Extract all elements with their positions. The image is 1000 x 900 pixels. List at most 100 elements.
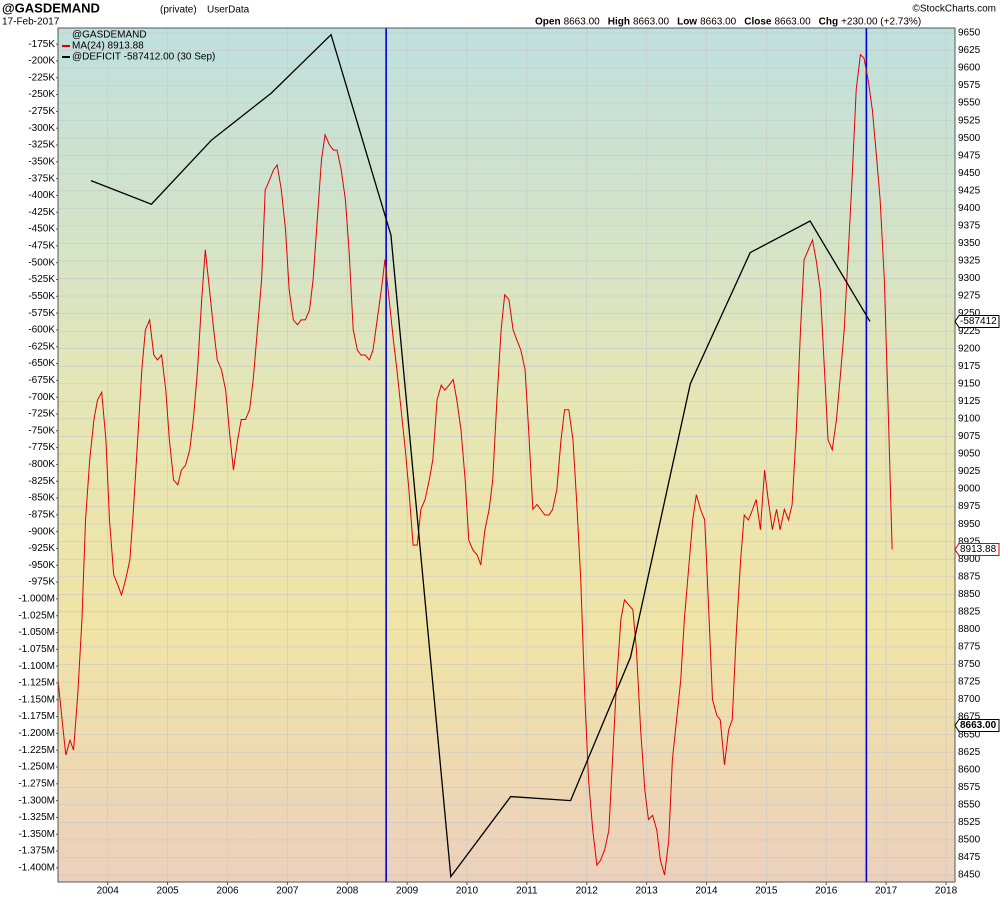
y2-tick-label: 8850 <box>958 589 981 600</box>
y-tick-label: -200K <box>28 56 55 67</box>
y2-tick-label: 9200 <box>958 343 981 354</box>
y-tick-label: -500K <box>28 257 55 268</box>
y-tick-label: -350K <box>28 156 55 167</box>
quote-value: 8663.00 <box>700 17 737 28</box>
y-tick-label: -700K <box>28 392 55 403</box>
y2-tick-label: 9300 <box>958 273 981 284</box>
y2-tick-label: 9525 <box>958 115 981 126</box>
y2-tick-label: 9650 <box>958 28 981 39</box>
y-tick-label: -325K <box>28 140 55 151</box>
y-tick-label: -1.100M <box>18 661 55 672</box>
x-tick-label: 2009 <box>396 886 419 897</box>
y2-tick-label: 9550 <box>958 98 981 109</box>
y2-tick-label: 9325 <box>958 256 981 267</box>
plot-frame <box>57 27 956 883</box>
y-tick-label: -1.175M <box>18 711 55 722</box>
end-label-box <box>954 719 1000 733</box>
y-tick-label: -925K <box>28 543 55 554</box>
y2-tick-label: 9450 <box>958 168 981 179</box>
y2-tick-label: 8700 <box>958 694 981 705</box>
x-tick-label: 2015 <box>755 886 778 897</box>
y-tick-label: -1.025M <box>18 610 55 621</box>
y-tick-label: -1.225M <box>18 745 55 756</box>
y-tick-label: -1.075M <box>18 644 55 655</box>
y-tick-label: -250K <box>28 89 55 100</box>
y2-tick-label: 8775 <box>958 642 981 653</box>
y-tick-label: -300K <box>28 123 55 134</box>
date: 17-Feb-2017 <box>2 17 60 28</box>
y2-tick-label: 9400 <box>958 203 981 214</box>
quote-label: Close <box>744 17 772 28</box>
y-tick-label: -1.125M <box>18 678 55 689</box>
x-tick-label: 2010 <box>456 886 479 897</box>
y-tick-label: -975K <box>28 577 55 588</box>
quote-label: Low <box>677 17 697 28</box>
y-tick-label: -1.200M <box>18 728 55 739</box>
y-tick-label: -425K <box>28 207 55 218</box>
y2-tick-label: 8575 <box>958 782 981 793</box>
x-tick-label: 2018 <box>935 886 958 897</box>
y2-tick-label: 8900 <box>958 554 981 565</box>
y2-tick-label: 9600 <box>958 63 981 74</box>
y-tick-label: -1.300M <box>18 795 55 806</box>
x-tick-label: 2006 <box>216 886 239 897</box>
y2-tick-label: 9125 <box>958 396 981 407</box>
legend-label: @DEFICIT -587412.00 (30 Sep) <box>72 52 215 63</box>
y-tick-label: -450K <box>28 224 55 235</box>
y-tick-label: -775K <box>28 442 55 453</box>
y-tick-label: -525K <box>28 274 55 285</box>
end-label: -587412 <box>954 314 1000 328</box>
x-tick-label: 2012 <box>576 886 599 897</box>
y-tick-label: -400K <box>28 190 55 201</box>
y-tick-label: -625K <box>28 341 55 352</box>
end-label-box <box>954 314 1000 328</box>
y-tick-label: -575K <box>28 308 55 319</box>
y2-tick-label: 8800 <box>958 624 981 635</box>
y-tick-label: -550K <box>28 291 55 302</box>
y2-tick-label: 9250 <box>958 308 981 319</box>
y2-tick-label: 9175 <box>958 361 981 372</box>
y2-tick-label: 9375 <box>958 221 981 232</box>
y2-tick-label: 9225 <box>958 326 981 337</box>
end-label: 8663.00 <box>954 719 1000 733</box>
y2-tick-label: 8650 <box>958 729 981 740</box>
y-tick-label: -725K <box>28 409 55 420</box>
x-tick-label: 2013 <box>635 886 658 897</box>
source: UserData <box>207 5 250 16</box>
y2-tick-label: 8500 <box>958 835 981 846</box>
y-tick-label: -800K <box>28 459 55 470</box>
y2-tick-label: 8525 <box>958 817 981 828</box>
y-tick-label: -1.350M <box>18 829 55 840</box>
quote-value: 8663.00 <box>774 17 811 28</box>
y2-tick-label: 9025 <box>958 466 981 477</box>
y2-tick-label: 9350 <box>958 238 981 249</box>
y2-tick-label: 8475 <box>958 852 981 863</box>
y-tick-label: -175K <box>28 39 55 50</box>
y2-tick-label: 9100 <box>958 414 981 425</box>
x-tick-label: 2007 <box>276 886 299 897</box>
y-tick-label: -675K <box>28 375 55 386</box>
end-label-text: 8663.00 <box>960 720 997 731</box>
y-tick-label: -1.150M <box>18 694 55 705</box>
y2-tick-label: 8725 <box>958 677 981 688</box>
y-tick-label: -750K <box>28 425 55 436</box>
credit: ©StockCharts.com <box>912 4 996 15</box>
y-tick-label: -275K <box>28 106 55 117</box>
y2-tick-label: 8825 <box>958 606 981 617</box>
legend: @GASDEMAND MA(24) 8913.88@DEFICIT -58741… <box>62 30 215 63</box>
y2-tick-label: 8550 <box>958 799 981 810</box>
series-line <box>90 33 871 879</box>
y2-tick-label: 9475 <box>958 150 981 161</box>
y2-tick-label: 8975 <box>958 501 981 512</box>
legend-label: MA(24) 8913.88 <box>72 41 144 52</box>
y-tick-label: -650K <box>28 358 55 369</box>
y2-tick-label: 9275 <box>958 291 981 302</box>
y-tick-label: -1.325M <box>18 812 55 823</box>
y2-tick-label: 9050 <box>958 449 981 460</box>
quote-label: Open <box>535 17 561 28</box>
y-tick-label: -1.250M <box>18 762 55 773</box>
end-label-text: -587412 <box>960 316 997 327</box>
x-tick-label: 2008 <box>336 886 359 897</box>
y-tick-label: -825K <box>28 476 55 487</box>
